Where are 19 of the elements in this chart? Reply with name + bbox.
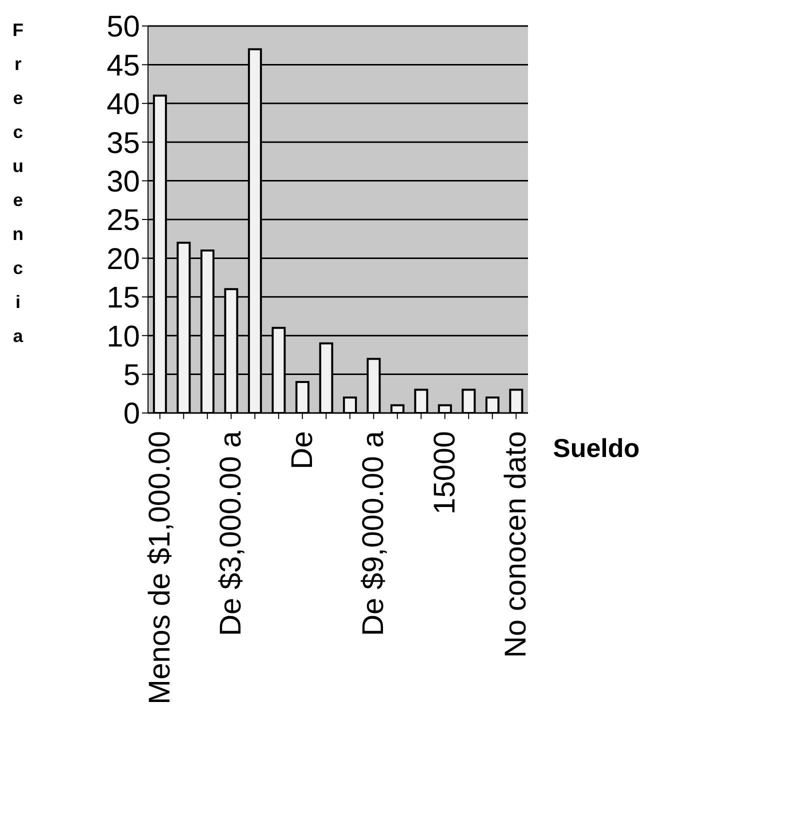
y-tick-label: 50: [106, 10, 140, 44]
text: Frecuencia: [12, 20, 24, 346]
x-tick-label: De $3,000.00 a: [214, 430, 248, 636]
y-tick-label: 15: [106, 282, 140, 315]
y-tick-label: 0: [123, 398, 140, 431]
y-tick-label: 5: [123, 358, 140, 392]
y-tick-label: 40: [106, 88, 140, 122]
x-tick-label: 15000: [428, 431, 462, 514]
x-axis-title: Sueldo: [553, 433, 640, 464]
x-tick-label: No conocen dato: [500, 431, 533, 658]
y-tick-label: 25: [106, 204, 140, 238]
y-tick-label: 30: [106, 165, 140, 198]
x-tick-label: De: [286, 431, 319, 470]
x-tick-label: De $9,000.00 a: [357, 430, 390, 636]
y-tick-label: 10: [106, 320, 140, 354]
y-tick-label: 20: [106, 242, 140, 276]
x-tick-label: Menos de $1,000.00: [143, 431, 176, 705]
y-tick-label: 45: [106, 49, 140, 82]
y-tick-label: 35: [106, 126, 140, 160]
